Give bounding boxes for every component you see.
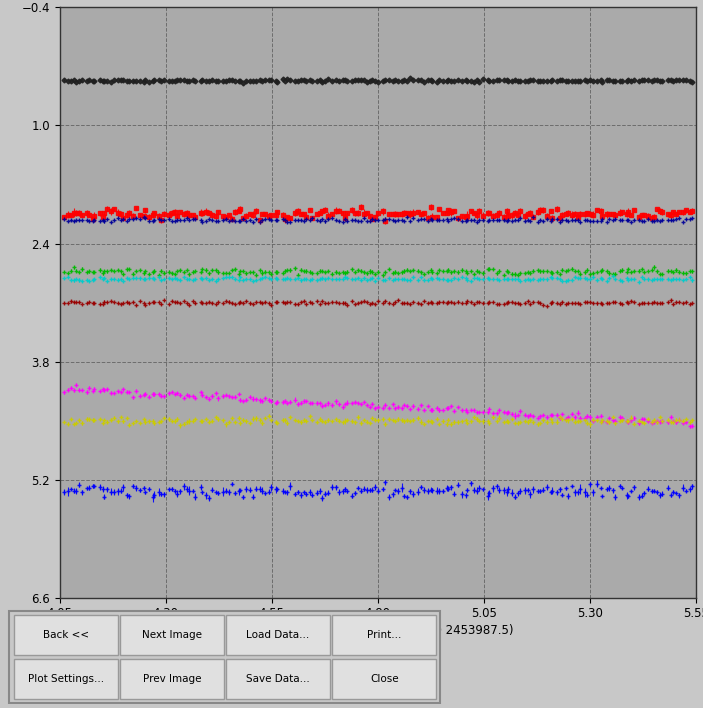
FancyBboxPatch shape	[13, 658, 117, 699]
FancyBboxPatch shape	[333, 615, 437, 655]
X-axis label: Hours since 2006-09-09 0h UT (JD 2453987.5): Hours since 2006-09-09 0h UT (JD 2453987…	[242, 624, 514, 637]
Text: Next Image: Next Image	[142, 629, 202, 640]
FancyBboxPatch shape	[120, 615, 224, 655]
Text: Back <<: Back <<	[43, 629, 89, 640]
FancyBboxPatch shape	[333, 658, 437, 699]
Text: Close: Close	[370, 673, 399, 684]
Text: Plot Settings...: Plot Settings...	[27, 673, 103, 684]
Text: Print...: Print...	[367, 629, 401, 640]
Text: Load Data...: Load Data...	[247, 629, 310, 640]
FancyBboxPatch shape	[13, 615, 117, 655]
FancyBboxPatch shape	[226, 658, 330, 699]
Text: Save Data...: Save Data...	[246, 673, 310, 684]
FancyBboxPatch shape	[226, 615, 330, 655]
FancyBboxPatch shape	[120, 658, 224, 699]
Text: Prev Image: Prev Image	[143, 673, 201, 684]
FancyBboxPatch shape	[9, 611, 440, 702]
